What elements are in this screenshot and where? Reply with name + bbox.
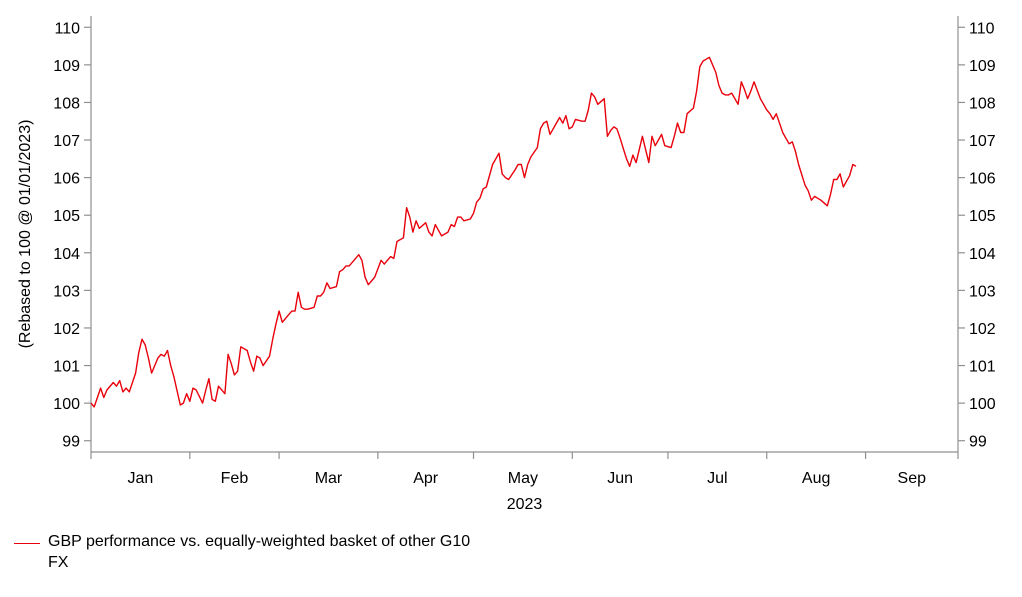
y-tick-label-right: 106	[969, 171, 996, 188]
y-tick-label-left: 105	[53, 208, 80, 225]
y-tick-label-left: 109	[53, 58, 80, 75]
y-tick-label-right: 109	[969, 58, 996, 75]
x-tick-label: Jul	[707, 470, 727, 487]
x-tick-label: Jan	[128, 470, 154, 487]
y-axis-right-ticks: 99 100 101 102 103 104 105 106 107 108 109 110	[958, 20, 996, 451]
y-tick-label-left: 107	[53, 133, 80, 150]
y-tick-label-left: 101	[53, 359, 80, 376]
y-axis-label: (Rebased to 100 @ 01/01/2023)	[17, 120, 34, 349]
x-tick-label: Aug	[802, 470, 830, 487]
y-tick-label-right: 105	[969, 208, 996, 225]
y-tick-label-left: 99	[62, 434, 80, 451]
x-tick-label: Jun	[607, 470, 633, 487]
y-tick-label-right: 100	[969, 396, 996, 413]
x-tick-label: Feb	[221, 470, 249, 487]
y-tick-label-left: 106	[53, 171, 80, 188]
series-line-gbp	[90, 56, 857, 408]
y-tick-label-left: 103	[53, 283, 80, 300]
chart-axes	[90, 16, 959, 453]
x-tick-label: Sep	[898, 470, 927, 487]
y-tick-label-right: 101	[969, 359, 996, 376]
y-tick-label-left: 104	[53, 246, 80, 263]
y-tick-label-left: 110	[54, 20, 80, 37]
x-tick-label: Mar	[315, 470, 343, 487]
x-tick-label: May	[508, 470, 538, 487]
y-tick-label-right: 108	[969, 95, 996, 112]
y-tick-label-left: 102	[53, 321, 80, 338]
y-tick-label-left: 108	[53, 95, 80, 112]
x-tick-label: Apr	[413, 470, 439, 487]
y-tick-label-right: 99	[969, 434, 987, 451]
y-tick-label-right: 102	[969, 321, 996, 338]
legend-swatch	[14, 543, 40, 544]
y-axis-left-ticks: 99 100 101 102 103 104 105 106 107 108 109 110	[53, 20, 91, 451]
legend: GBP performance vs. equally-weighted bas…	[14, 531, 478, 573]
y-tick-label-right: 103	[969, 283, 996, 300]
y-tick-label-right: 110	[969, 20, 995, 37]
x-axis-year-label: 2023	[507, 496, 543, 513]
y-tick-label-right: 107	[969, 133, 996, 150]
y-tick-label-left: 100	[53, 396, 80, 413]
y-tick-label-right: 104	[969, 246, 996, 263]
x-axis-ticks: Jan Feb Mar Apr May Jun Jul Aug Sep	[90, 452, 959, 487]
legend-label: GBP performance vs. equally-weighted bas…	[48, 533, 471, 571]
